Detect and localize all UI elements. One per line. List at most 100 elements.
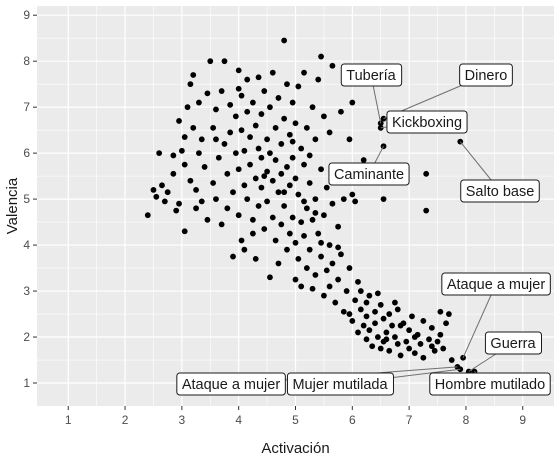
data-point [321,212,327,219]
y-tick-label: 1 [23,376,30,390]
data-point [312,196,319,203]
data-point [289,154,296,161]
data-point [221,58,228,65]
data-point [275,189,282,196]
point-label-box [340,63,403,87]
data-point [329,62,336,69]
data-point [184,104,191,111]
data-point [249,99,256,106]
data-point [383,329,390,336]
data-point [397,322,404,329]
data-point [315,76,322,83]
data-point [346,136,353,143]
point-label-box [459,63,513,87]
data-point [360,322,367,329]
data-point [323,184,330,191]
data-point [303,124,310,131]
data-point [241,147,248,154]
data-point [190,124,197,131]
data-point [244,196,251,203]
data-point [176,200,182,207]
data-point [423,170,430,177]
data-point [232,113,239,120]
data-point [377,301,384,308]
data-point [159,182,165,189]
data-point [403,338,410,345]
data-point [329,260,336,267]
data-point [187,81,194,88]
data-point [380,338,387,345]
y-tick-label: 5 [23,192,30,206]
data-point [264,198,270,205]
y-axis-ticks: 1 2 3 4 5 6 7 8 9 [23,8,37,390]
data-point [437,308,444,315]
data-point [176,118,182,124]
data-point [318,253,324,260]
data-point [292,175,299,182]
data-point [295,191,302,198]
data-point [309,216,316,223]
data-point [156,150,163,157]
data-point [267,104,273,111]
data-point [258,154,265,161]
point-label-text: Ataque a mujer [447,277,546,293]
x-axis-ticks: 1 2 3 4 5 6 7 8 9 [65,406,526,427]
data-point [181,161,188,168]
data-point [392,334,398,340]
label-leader-line [462,283,497,358]
data-point [298,219,305,225]
data-point [278,221,285,228]
data-point [173,207,180,214]
data-point [235,166,242,173]
data-point [326,129,333,136]
data-point [428,343,435,350]
data-point [335,276,342,283]
data-point [218,221,225,228]
data-point [318,239,324,246]
data-point [281,189,288,196]
data-point [309,285,316,292]
data-point [406,327,413,334]
data-point [434,338,441,345]
data-point [230,189,236,196]
point-label-box [386,110,468,134]
data-point [369,343,376,350]
data-point [252,175,259,182]
data-point [230,253,236,260]
data-point [426,336,432,343]
data-point [323,267,330,274]
data-point [181,228,188,235]
data-point [204,90,211,97]
point-label-text: Mujer mutilada [292,377,388,393]
data-point [284,81,290,88]
data-point [335,244,342,251]
data-point [213,196,219,203]
data-point [312,136,319,143]
data-point [187,177,194,184]
data-point [397,352,404,359]
data-point [389,322,395,329]
data-point [252,255,259,262]
point-label-text: Kickboxing [392,115,462,131]
data-point [423,207,430,214]
data-point [346,265,353,271]
data-point [269,69,276,76]
data-point [306,246,313,253]
data-point [210,180,217,186]
data-point [372,320,378,327]
data-point [269,214,276,221]
y-axis-title: Valencia [4,177,21,234]
point-label-text: Caminante [334,167,404,183]
data-point [329,200,336,207]
data-point [440,345,447,352]
data-point [346,311,353,317]
point-label-text: Salto base [466,184,535,200]
data-point [380,196,387,203]
data-point [235,212,242,219]
point-label-box [286,372,394,396]
data-point [303,265,310,271]
data-point [411,350,418,357]
data-point [295,83,302,90]
data-point [363,299,370,306]
data-point [264,168,270,175]
